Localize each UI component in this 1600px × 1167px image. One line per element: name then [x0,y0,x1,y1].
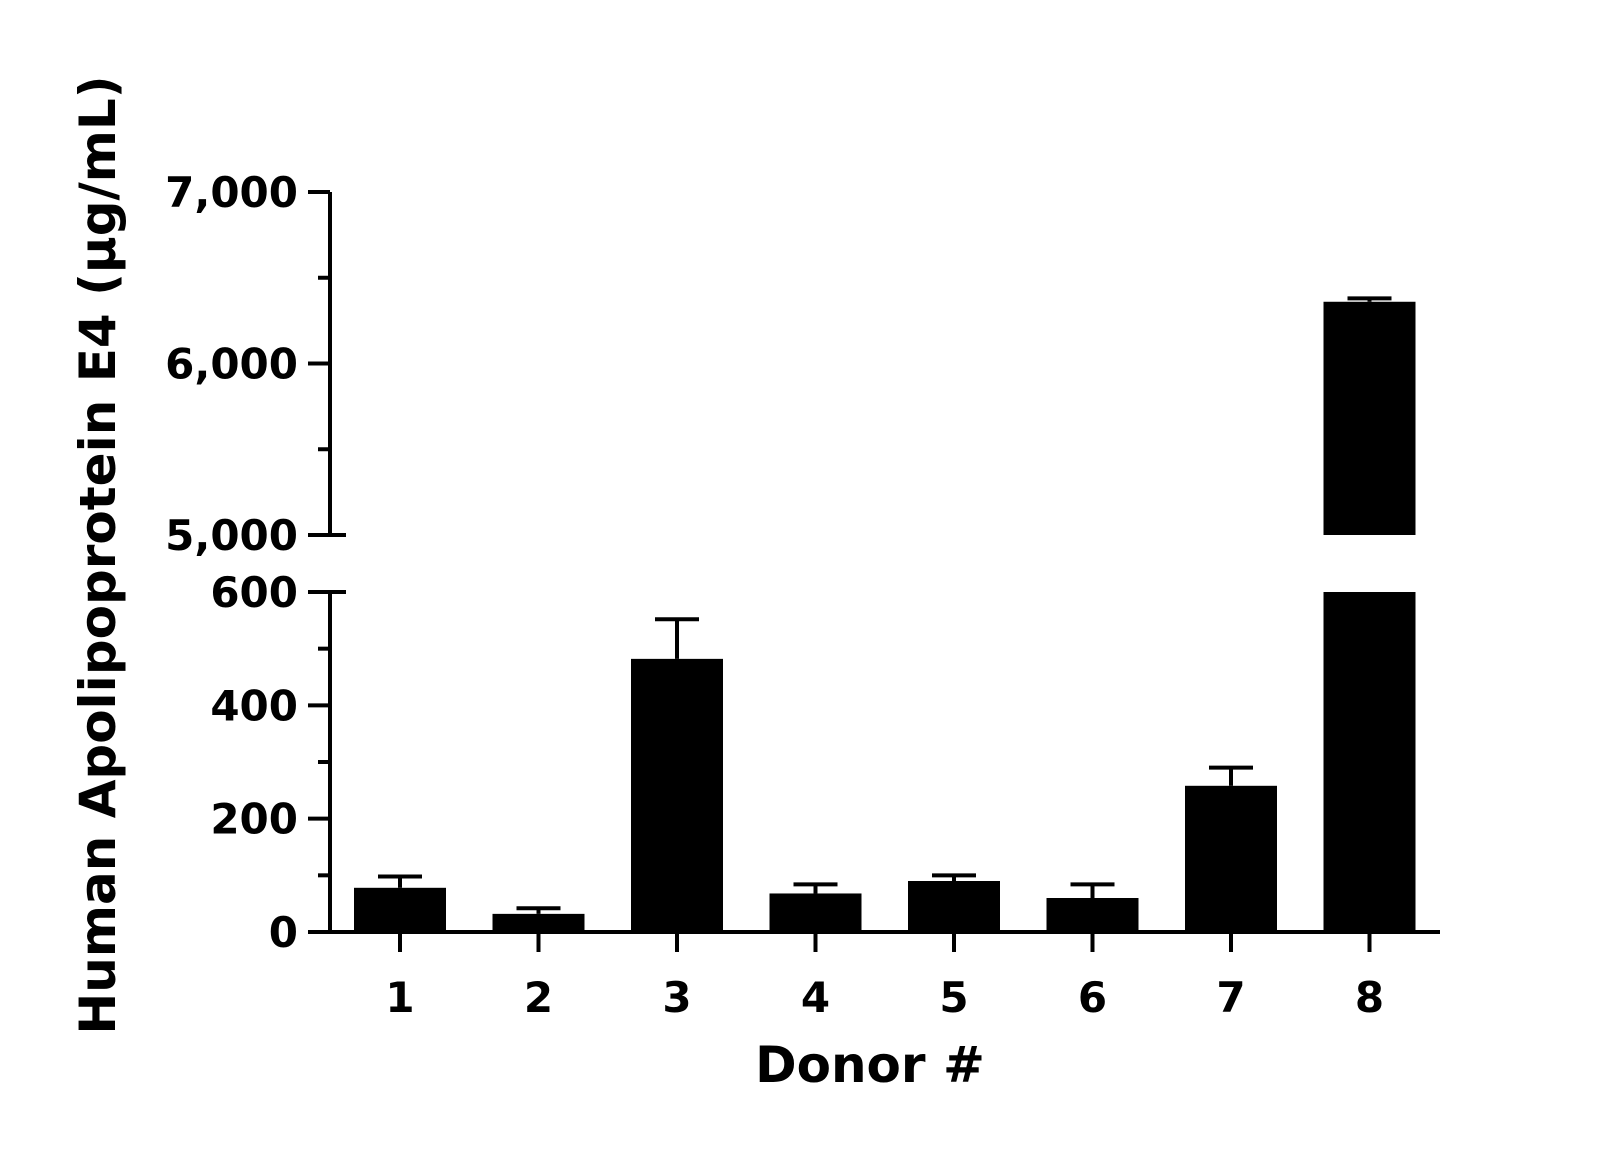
bar [1046,898,1139,932]
y-tick-label: 0 [269,908,298,957]
x-axis-title: Donor # [755,1036,985,1094]
bar-lower-part [1323,592,1416,932]
y-tick-label: 5,000 [165,511,298,560]
x-tick-label: 4 [801,973,830,1022]
bar [908,881,1000,932]
x-tick-label: 3 [662,973,691,1022]
bars [354,296,1416,932]
bar-upper-part [1323,301,1416,535]
y-tick-label: 600 [210,568,298,617]
bar [769,893,862,932]
y-axis-title: Human Apolipoprotein E4 (µg/mL) [69,75,127,1034]
bar [492,913,585,932]
lower-y-axis: 0 200 400 600 [210,568,346,957]
x-axis: 1 2 3 4 5 6 7 8 [328,930,1440,1022]
x-tick-label: 1 [385,973,414,1022]
bar [354,887,446,932]
y-tick-label: 200 [210,795,298,844]
bar [631,658,723,932]
x-tick-label: 2 [524,973,553,1022]
x-tick-label: 6 [1078,973,1107,1022]
y-tick-label: 7,000 [165,168,298,217]
y-tick-label: 6,000 [165,340,298,389]
x-tick-label: 7 [1216,973,1245,1022]
x-tick-label: 8 [1355,973,1384,1022]
x-tick-label: 5 [939,973,968,1022]
bar [1185,785,1277,932]
upper-y-axis: 5,000 6,000 7,000 [165,168,346,560]
y-tick-label: 400 [210,681,298,730]
